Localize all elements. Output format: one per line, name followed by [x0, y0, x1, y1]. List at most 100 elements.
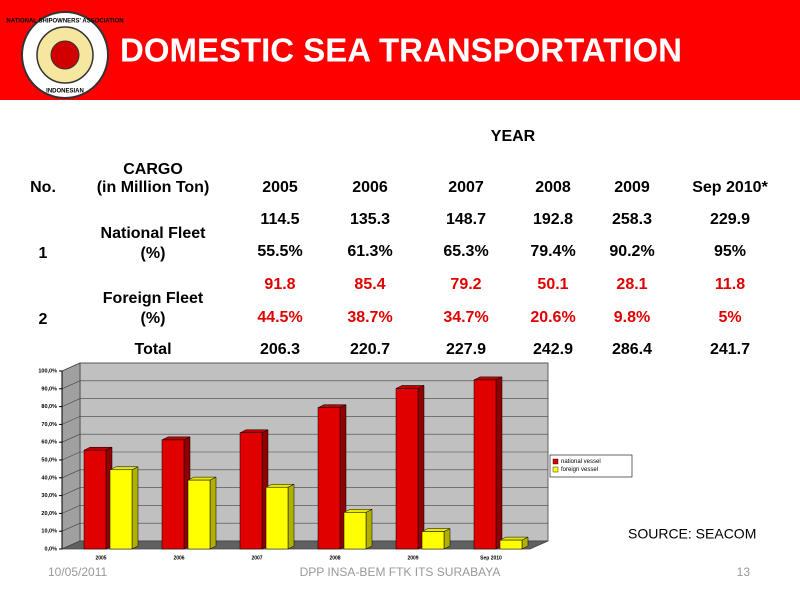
- grid-line: [61, 362, 548, 372]
- y-tick-label: 0,0%: [44, 546, 57, 552]
- source: SOURCE: SEACOM: [628, 526, 756, 542]
- bar: [499, 539, 523, 550]
- bar-side: [443, 528, 451, 550]
- y-tick-label: 100,0%: [38, 368, 57, 374]
- grid-line: [61, 487, 548, 496]
- cell: 227.9: [446, 341, 486, 358]
- cell: 38.7%: [347, 309, 392, 326]
- y-tick-label: 60,0%: [41, 440, 57, 446]
- header-cell: 2007: [448, 179, 484, 196]
- cell: 55.5%: [257, 243, 302, 260]
- header-cell: (in Million Ton): [97, 179, 210, 196]
- header-cell: 2008: [535, 179, 571, 196]
- cell: 79.2: [450, 276, 481, 293]
- x-tick-label: Sep 2010: [480, 555, 502, 561]
- grid-line: [61, 469, 548, 479]
- y-tick-label: 70,0%: [41, 422, 57, 428]
- footer-center: DPP INSA-BEM FTK ITS SURABAYA: [300, 565, 501, 579]
- cell: 85.4: [354, 276, 385, 293]
- cell: 114.5: [260, 211, 299, 228]
- x-tick-label: 2006: [173, 555, 184, 561]
- cell: 192.8: [533, 211, 573, 228]
- y-tick-label: 40,0%: [41, 475, 57, 481]
- legend-label: national vessel: [561, 459, 601, 465]
- bar: [239, 432, 263, 550]
- row-label: National Fleet: [101, 225, 207, 242]
- cell: 79.4%: [530, 243, 575, 260]
- cell: 20.6%: [530, 309, 575, 326]
- cell: 50.1: [537, 276, 568, 293]
- row-no: 2: [39, 311, 48, 328]
- cell: 286.4: [612, 341, 652, 358]
- x-tick-label: 2009: [407, 555, 418, 561]
- legend-box: [549, 454, 633, 478]
- chart: 0,0% 10,0% 20,0% 30,0% 40,0% 50,0% 60,0% 70,0% 8…: [38, 362, 633, 561]
- grid-line: [61, 398, 548, 407]
- cell: 44.5%: [257, 309, 302, 326]
- footer-date: 10/05/2011: [48, 565, 107, 579]
- slide-title: DOMESTIC SEA TRANSPORTATION: [120, 32, 682, 69]
- header-bar: [0, 0, 800, 100]
- row-label: (%): [141, 245, 166, 262]
- row-no: 1: [39, 245, 48, 262]
- logo-center: [50, 40, 80, 70]
- x-tick-label: 2005: [95, 555, 106, 561]
- header-cell: 2005: [262, 179, 298, 196]
- bar: [421, 531, 445, 550]
- y-tick-label: 30,0%: [41, 493, 57, 499]
- bar: [161, 439, 185, 550]
- header-cell: CARGO: [123, 161, 183, 178]
- y-tick-label: 10,0%: [41, 529, 57, 535]
- year-label: YEAR: [491, 128, 536, 145]
- grid-line: [61, 505, 548, 514]
- cell: 148.7: [446, 211, 486, 228]
- bar: [473, 379, 497, 550]
- legend-swatch: [552, 458, 559, 465]
- cell: 241.7: [710, 341, 750, 358]
- cell: 91.8: [264, 276, 295, 293]
- footer-page: 13: [737, 565, 751, 579]
- legend-label: foreign vessel: [561, 467, 598, 473]
- cell: 95%: [714, 243, 746, 260]
- cell: 65.3%: [443, 243, 488, 260]
- grid-line: [61, 433, 548, 443]
- cell: 206.3: [260, 341, 300, 358]
- bar: [265, 486, 289, 550]
- bar: [83, 449, 107, 550]
- cell: 9.8%: [614, 309, 650, 326]
- cell: 28.1: [616, 276, 647, 293]
- x-tick-label: 2008: [329, 555, 340, 561]
- grid-line: [61, 540, 548, 550]
- header-cell: 2009: [614, 179, 650, 196]
- grid-line: [61, 451, 548, 461]
- logo-text: INDONESIAN: [46, 89, 84, 95]
- cell: 5%: [718, 309, 741, 326]
- bar: [343, 512, 367, 550]
- header-cell: 2006: [352, 179, 388, 196]
- y-tick-label: 50,0%: [41, 457, 57, 463]
- cell: 242.9: [533, 341, 573, 358]
- grid-line: [61, 416, 548, 425]
- bar: [187, 479, 211, 550]
- bar-side: [365, 508, 373, 550]
- y-tick-label: 90,0%: [41, 386, 57, 392]
- header-cell: No.: [30, 179, 56, 196]
- bar-side: [131, 466, 139, 550]
- cell: 61.3%: [347, 243, 392, 260]
- bar-side: [287, 483, 295, 550]
- cell: 34.7%: [443, 309, 488, 326]
- table: YEAR No. CARGO(in Million Ton) 2005 2006 2007…: [30, 128, 768, 358]
- total-label: Total: [134, 341, 171, 358]
- grid-line: [61, 380, 548, 390]
- legend-swatch: [552, 466, 559, 473]
- cell: 11.8: [715, 276, 745, 293]
- cell: 229.9: [710, 211, 750, 228]
- bar: [317, 407, 341, 550]
- row-label: (%): [141, 310, 166, 327]
- bar-side: [209, 476, 217, 550]
- x-tick-label: 2007: [251, 555, 262, 561]
- cell: 220.7: [350, 341, 390, 358]
- bar: [395, 388, 419, 550]
- logo-text: NATIONAL SHIPOWNERS' ASSOCIATION: [6, 19, 123, 25]
